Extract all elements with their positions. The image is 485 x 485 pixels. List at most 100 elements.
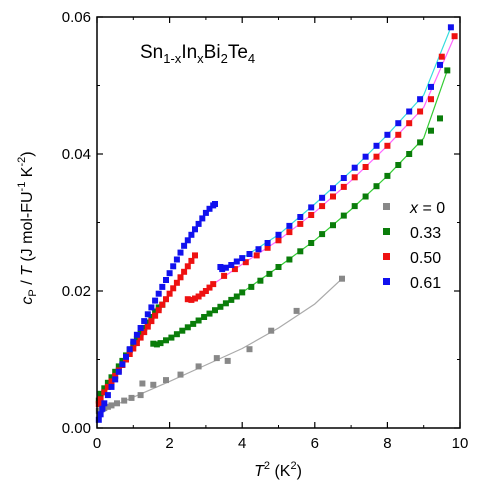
data-point-series-3 (170, 263, 177, 270)
data-point-series-3 (297, 214, 304, 220)
data-point-series-3 (308, 204, 315, 211)
data-point-series-3 (155, 290, 162, 297)
y-axis-unit2: K (19, 166, 36, 181)
data-point-series-2 (155, 307, 162, 314)
data-point-series-3 (330, 185, 336, 192)
formula-sub4: 4 (248, 51, 255, 66)
y-tick-label: 0.04 (62, 146, 91, 163)
data-point-series-2 (199, 290, 206, 297)
data-point-series-1 (195, 317, 202, 324)
data-point-series-2 (275, 237, 282, 244)
data-point-series-2 (286, 229, 293, 236)
data-point-series-0 (177, 371, 184, 378)
data-point-series-2 (126, 351, 133, 357)
legend: x = 0 0.33 0.50 0.61 (383, 200, 445, 292)
data-point-series-3 (184, 237, 191, 244)
data-point-series-2 (173, 279, 180, 286)
data-point-series-2 (137, 334, 144, 341)
data-points (95, 24, 458, 423)
data-point-series-2 (417, 108, 424, 115)
data-point-series-2 (210, 281, 217, 288)
data-point-series-3 (181, 242, 188, 249)
data-point-series-1 (395, 162, 402, 168)
data-point-series-1 (275, 264, 282, 270)
data-point-series-2 (192, 295, 198, 302)
axis-ticks: 0 2 4 6 8 10 0.00 0.02 0.04 0.06 (62, 9, 469, 452)
y-axis-slash: / (19, 276, 36, 289)
data-point-series-3 (95, 416, 102, 423)
data-point-series-3 (340, 175, 347, 181)
formula-sub3: 2 (221, 51, 228, 66)
data-point-series-1 (137, 330, 144, 337)
data-point-series-2 (163, 296, 169, 303)
formula-sub2: x (197, 51, 204, 66)
data-point-series-0 (150, 381, 157, 388)
data-point-series-2 (181, 268, 188, 275)
data-point-series-1 (373, 183, 380, 190)
data-point-series-2 (188, 296, 195, 303)
data-point-series-0 (104, 403, 111, 410)
x-tick-label: 6 (311, 435, 319, 452)
data-point-series-3 (219, 266, 226, 273)
data-point-series-1 (153, 341, 160, 348)
data-point-series-3 (319, 194, 326, 201)
data-point-series-0 (121, 397, 128, 404)
x-axis-unit-sup: 2 (290, 460, 296, 472)
data-point-series-1 (222, 300, 229, 307)
data-point-series-3 (428, 83, 434, 90)
data-point-series-2 (438, 53, 445, 60)
fit-lines (96, 27, 456, 414)
data-point-series-2 (144, 323, 151, 330)
data-point-series-3 (112, 376, 119, 383)
data-point-series-2 (108, 378, 115, 385)
data-point-series-1 (168, 334, 175, 341)
x-axis-unit: (K (270, 463, 291, 480)
formula-bi: Bi (204, 42, 221, 63)
data-point-series-2 (253, 252, 260, 259)
data-point-series-0 (213, 355, 220, 362)
data-point-series-1 (206, 310, 213, 317)
data-point-series-3 (188, 231, 195, 238)
x-tick-label: 2 (165, 435, 173, 452)
data-point-series-1 (417, 139, 424, 146)
data-point-series-1 (286, 256, 293, 263)
data-point-series-1 (97, 390, 104, 397)
data-point-series-2 (351, 174, 358, 181)
data-point-series-1 (150, 340, 157, 347)
data-point-series-0 (114, 400, 120, 407)
data-point-series-3 (264, 240, 271, 246)
data-point-series-1 (308, 240, 315, 246)
y-axis-unit: (J mol-FU (19, 191, 36, 266)
data-point-series-2 (141, 329, 148, 336)
x-axis-close: ) (297, 463, 302, 480)
y-tick-label: 0.00 (62, 420, 91, 437)
data-point-series-1 (319, 231, 326, 238)
data-point-series-1 (428, 127, 434, 134)
data-point-series-1 (351, 203, 358, 210)
data-point-series-1 (201, 314, 208, 320)
data-point-series-2 (97, 396, 104, 403)
data-point-series-2 (264, 244, 271, 251)
data-point-series-2 (202, 288, 209, 294)
data-point-series-2 (428, 96, 434, 103)
x-tick-label: 8 (383, 435, 391, 452)
formula-sub1: 1-x (163, 51, 182, 66)
data-point-series-2 (340, 183, 347, 190)
data-point-series-3 (173, 256, 180, 263)
data-point-series-1 (179, 327, 186, 334)
data-point-series-2 (406, 120, 413, 127)
formula-in: In (181, 42, 197, 63)
data-point-series-3 (362, 153, 369, 160)
data-point-series-3 (104, 392, 111, 399)
formula-te: Te (228, 42, 248, 63)
y-axis-title: cP / T (J mol-FU-1 K-2) (16, 151, 39, 304)
data-point-series-2 (242, 259, 249, 266)
legend-marker-x0 (383, 203, 390, 210)
data-point-series-2 (451, 33, 458, 40)
data-point-series-1 (108, 374, 115, 381)
data-point-series-2 (330, 193, 336, 200)
data-point-series-0 (108, 402, 115, 409)
data-point-series-1 (148, 314, 155, 320)
x-tick-label: 10 (452, 435, 469, 452)
